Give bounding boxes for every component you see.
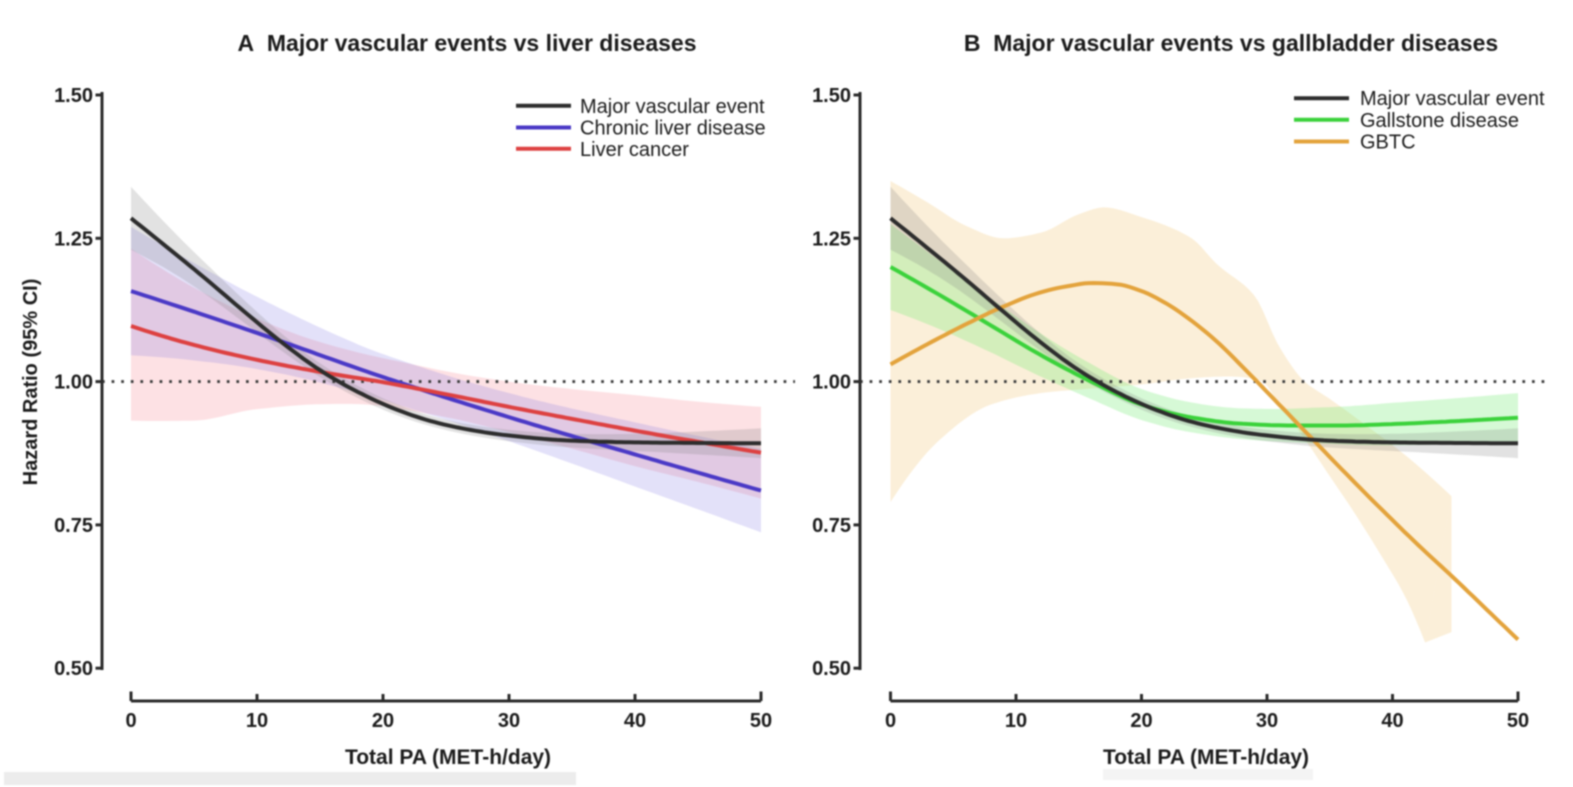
svg-text:Total PA (MET-h/day): Total PA (MET-h/day) [1103, 746, 1309, 769]
svg-text:1.00: 1.00 [54, 372, 93, 394]
svg-text:Total PA (MET-h/day): Total PA (MET-h/day) [345, 746, 551, 769]
svg-text:1.50: 1.50 [812, 85, 851, 107]
svg-text:Hazard Ratio (95% CI): Hazard Ratio (95% CI) [20, 279, 42, 486]
svg-text:0.50: 0.50 [54, 658, 93, 680]
svg-text:Chronic liver disease: Chronic liver disease [580, 118, 766, 140]
svg-text:1.50: 1.50 [54, 85, 93, 107]
svg-text:20: 20 [1130, 710, 1152, 732]
svg-text:1.25: 1.25 [54, 228, 93, 250]
svg-text:A Major vascular events vs li: A Major vascular events vs liver disease… [238, 30, 697, 56]
svg-text:10: 10 [1005, 710, 1027, 732]
svg-text:0.75: 0.75 [54, 515, 93, 537]
svg-text:1.00: 1.00 [812, 372, 851, 394]
svg-text:Major vascular event: Major vascular event [1360, 88, 1545, 110]
svg-text:50: 50 [1507, 710, 1529, 732]
svg-text:Liver cancer: Liver cancer [580, 139, 689, 161]
svg-text:0: 0 [125, 710, 136, 732]
svg-text:40: 40 [1381, 710, 1403, 732]
svg-text:40: 40 [624, 710, 646, 732]
svg-text:30: 30 [1256, 710, 1278, 732]
svg-text:30: 30 [498, 710, 520, 732]
svg-text:GBTC: GBTC [1360, 132, 1416, 154]
svg-text:B Major vascular events vs ga: B Major vascular events vs gallbladder d… [964, 30, 1498, 56]
svg-text:50: 50 [750, 710, 772, 732]
svg-text:0.50: 0.50 [812, 658, 851, 680]
svg-text:20: 20 [372, 710, 394, 732]
svg-text:Major vascular event: Major vascular event [580, 96, 765, 118]
svg-text:0.75: 0.75 [812, 515, 851, 537]
svg-text:1.25: 1.25 [812, 228, 851, 250]
svg-text:0: 0 [885, 710, 896, 732]
svg-text:Gallstone disease: Gallstone disease [1360, 110, 1519, 132]
svg-text:10: 10 [246, 710, 268, 732]
